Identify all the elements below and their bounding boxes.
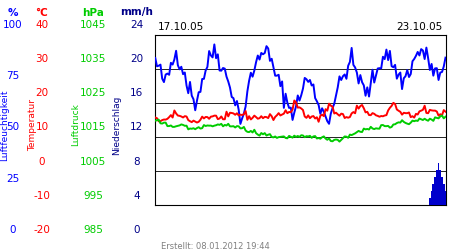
Text: 0: 0 [133,225,140,235]
Text: 4: 4 [133,191,140,201]
Text: 24: 24 [130,20,143,30]
Text: 10: 10 [36,122,49,132]
Text: 1045: 1045 [80,20,106,30]
Bar [443,184,445,205]
Text: 12: 12 [130,122,143,132]
Bar [434,177,436,205]
Text: 985: 985 [83,225,103,235]
Text: Luftdruck: Luftdruck [72,104,81,146]
Bar [445,191,446,205]
Text: Erstellt: 08.01.2012 19:44: Erstellt: 08.01.2012 19:44 [161,242,270,250]
Text: Niederschlag: Niederschlag [112,95,121,155]
Text: 25: 25 [6,174,19,184]
Text: 995: 995 [83,191,103,201]
Text: 1005: 1005 [80,157,106,167]
Text: 23.10.05: 23.10.05 [396,22,443,32]
Text: mm/h: mm/h [120,8,153,18]
Bar [431,191,432,205]
Bar [432,184,434,205]
Text: 1015: 1015 [80,122,106,132]
Bar [441,177,443,205]
Text: -20: -20 [33,225,50,235]
Text: 100: 100 [3,20,22,30]
Text: 1035: 1035 [80,54,106,64]
Text: 0: 0 [39,157,45,167]
Bar [429,198,431,205]
Text: 50: 50 [6,122,19,132]
Text: 20: 20 [36,88,49,98]
Text: Luftfeuchtigkeit: Luftfeuchtigkeit [0,89,9,161]
Text: 8: 8 [133,157,140,167]
Text: Temperatur: Temperatur [28,99,37,151]
Text: 17.10.05: 17.10.05 [158,22,204,32]
Text: 30: 30 [36,54,49,64]
Bar [436,170,438,205]
Bar [438,162,439,205]
Text: 16: 16 [130,88,143,98]
Bar [439,170,441,205]
Text: 0: 0 [9,225,16,235]
Text: 1025: 1025 [80,88,106,98]
Text: 75: 75 [6,71,19,81]
Text: hPa: hPa [82,8,104,18]
Text: °C: °C [36,8,48,18]
Text: 20: 20 [130,54,143,64]
Text: %: % [7,8,18,18]
Text: 40: 40 [36,20,49,30]
Text: -10: -10 [33,191,50,201]
